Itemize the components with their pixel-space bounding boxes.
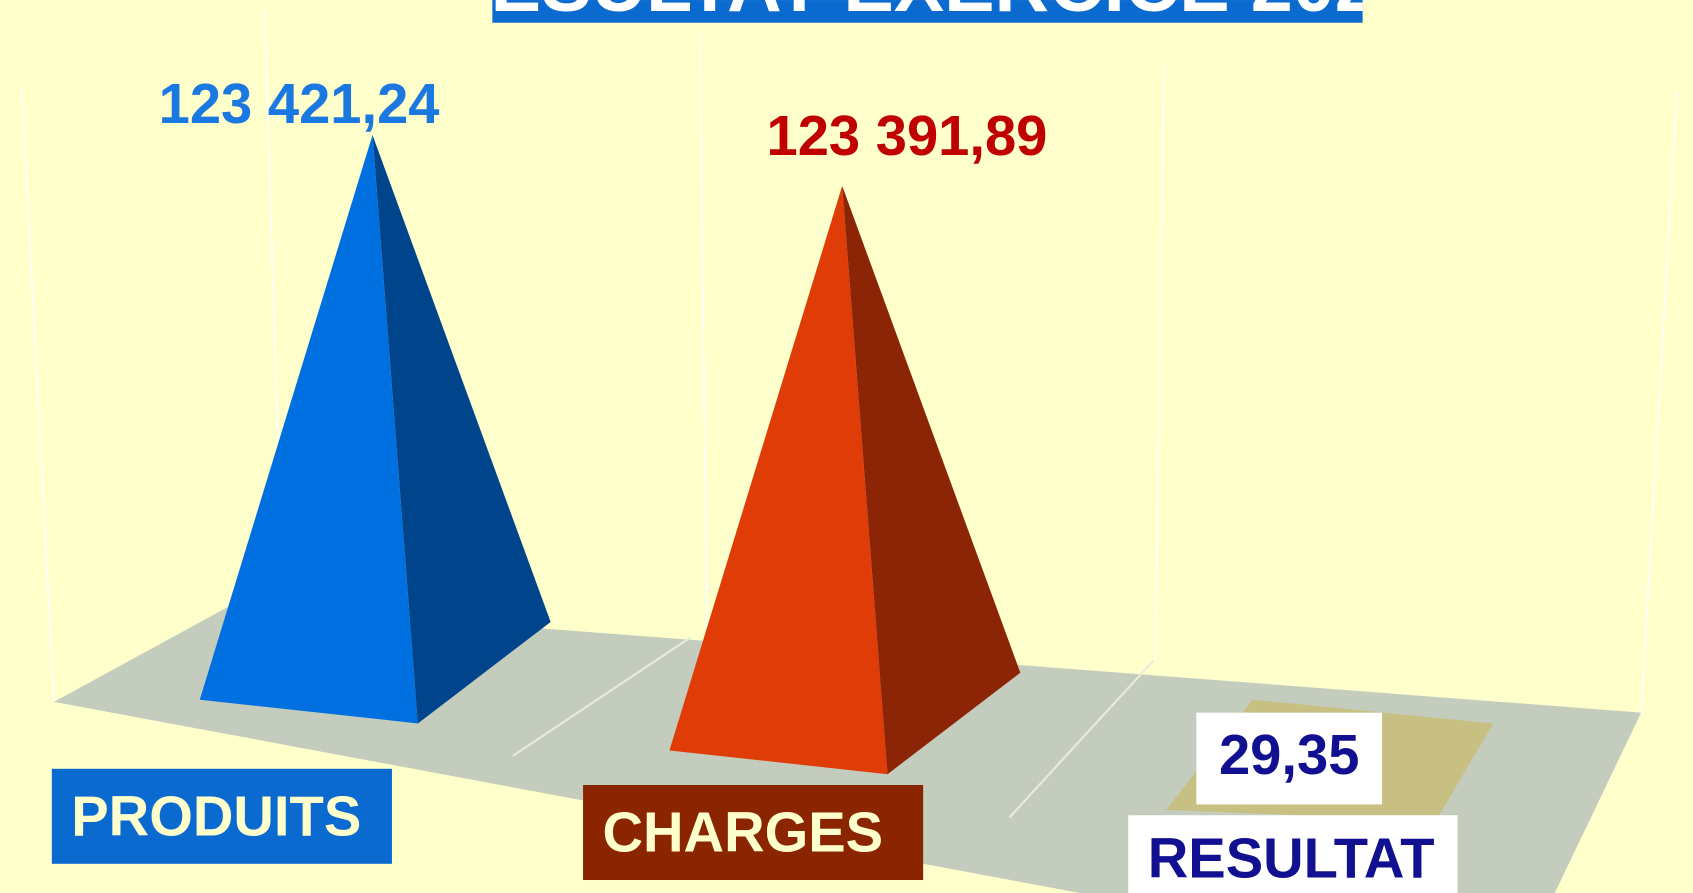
category-label: PRODUITS (71, 784, 361, 847)
back-walls (20, 10, 1678, 713)
category-label-box (1128, 815, 1458, 893)
value-label-box (1196, 712, 1383, 805)
value-label: 29,35 (1219, 723, 1359, 786)
floor-lines (512, 636, 1154, 819)
value-label: 123 391,89 (767, 104, 1048, 167)
category-label-box (51, 768, 392, 864)
pyramid-front-face (669, 185, 888, 775)
pyramid-side-face (842, 185, 1021, 775)
category-label: RESULTAT (1148, 827, 1435, 890)
value-label: 123 421,24 (159, 72, 440, 135)
chart-title: RESULTAT EXERCICE 2020 (436, 0, 1419, 28)
pyramid-front-face (199, 135, 418, 724)
pyramid-side-face (372, 135, 551, 724)
category-label-box (583, 784, 924, 881)
title-box (492, 0, 1363, 23)
category-label: CHARGES (602, 801, 883, 864)
